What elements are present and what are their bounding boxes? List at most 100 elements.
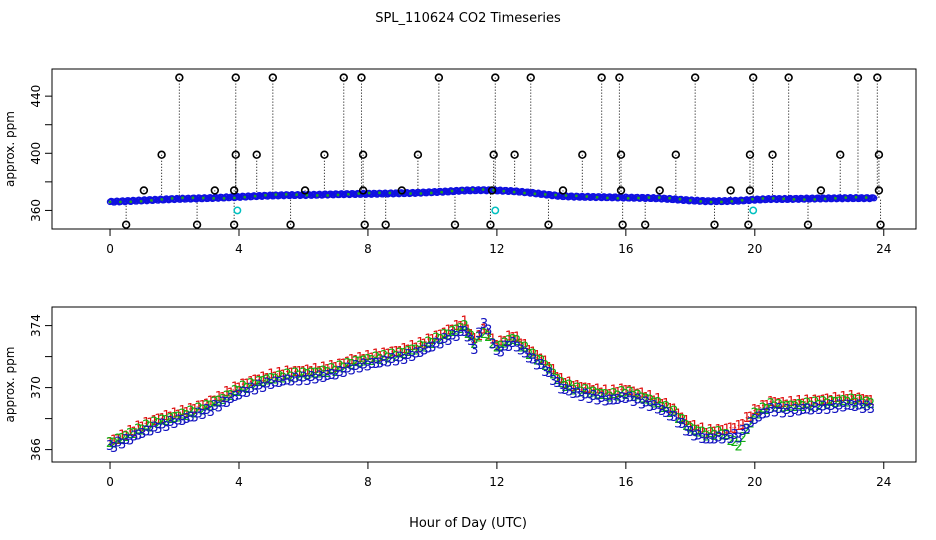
- series-marker-3: 3: [424, 341, 432, 356]
- series-marker-1: 1: [662, 397, 670, 412]
- series-marker-2: 2: [505, 334, 513, 349]
- data-point-black: [231, 73, 240, 82]
- series-marker-2: 2: [497, 339, 505, 354]
- series-marker-3: 3: [243, 386, 251, 401]
- series-marker-2: 2: [747, 417, 755, 432]
- x-tick-label: 20: [747, 242, 762, 256]
- x-tick-label: 12: [489, 475, 504, 489]
- series-marker-2: 2: [352, 355, 360, 370]
- series-marker-1: 1: [484, 328, 492, 343]
- series-marker-1: 1: [315, 365, 323, 380]
- series-marker-2: 2: [662, 400, 670, 415]
- series-marker-1: 1: [525, 344, 533, 359]
- series-marker-1: 1: [839, 390, 847, 405]
- data-point-green: [264, 193, 267, 197]
- data-point-green: [792, 197, 796, 201]
- series-marker-2: 2: [239, 380, 247, 395]
- series-marker-3: 3: [484, 323, 492, 338]
- series-marker-3: 3: [763, 407, 771, 422]
- series-marker-3: 3: [138, 427, 146, 442]
- series-marker-1: 1: [847, 389, 855, 404]
- x-tick-label: 16: [618, 475, 633, 489]
- series-marker-1: 1: [569, 380, 577, 395]
- series-marker-1: 1: [553, 371, 561, 386]
- series-marker-3: 3: [299, 370, 307, 385]
- data-point-green: [160, 197, 164, 201]
- data-point-green: [181, 196, 184, 200]
- series-marker-2: 2: [428, 337, 436, 352]
- series-marker-1: 1: [638, 387, 646, 402]
- series-marker-2: 2: [332, 365, 340, 380]
- data-point-black: [710, 220, 719, 229]
- series-marker-2: 2: [686, 421, 694, 436]
- series-marker-3: 3: [275, 376, 283, 391]
- series-marker-1: 1: [787, 395, 795, 410]
- series-marker-1: 1: [622, 384, 630, 399]
- series-marker-1: 1: [110, 433, 118, 448]
- series-marker-3: 3: [751, 413, 759, 428]
- series-marker-2: 2: [158, 413, 166, 428]
- series-marker-2: 2: [420, 340, 428, 355]
- series-marker-2: 2: [364, 353, 372, 368]
- series-marker-2: 2: [594, 387, 602, 402]
- series-marker-3: 3: [291, 372, 299, 387]
- series-marker-3: 3: [259, 381, 267, 396]
- series-marker-2: 2: [537, 354, 545, 369]
- series-marker-1: 1: [470, 332, 478, 347]
- series-marker-3: 3: [803, 403, 811, 418]
- data-point-black: [510, 150, 519, 159]
- series-marker-1: 1: [634, 387, 642, 402]
- series-marker-3: 3: [827, 399, 835, 414]
- series-marker-2: 2: [517, 341, 525, 356]
- data-point-green: [668, 196, 672, 200]
- series-marker-3: 3: [154, 422, 162, 437]
- data-point-black: [558, 186, 568, 195]
- series-marker-1: 1: [488, 332, 496, 347]
- data-point-black: [357, 73, 366, 82]
- series-marker-2: 2: [545, 363, 553, 378]
- series-marker-2: 2: [263, 373, 271, 388]
- y-tick-label: 360: [29, 199, 43, 222]
- series-marker-1: 1: [602, 384, 610, 399]
- series-marker-1: 1: [311, 362, 319, 377]
- series-marker-1: 1: [150, 414, 158, 429]
- series-marker-2: 2: [835, 395, 843, 410]
- series-marker-2: 2: [207, 399, 215, 414]
- series-marker-2: 2: [211, 396, 219, 411]
- series-marker-1: 1: [461, 315, 469, 330]
- data-point-cyan: [749, 206, 758, 215]
- series-marker-1: 1: [126, 424, 134, 439]
- series-marker-3: 3: [795, 404, 803, 419]
- x-tick-label: 24: [876, 242, 891, 256]
- data-point-green: [864, 196, 868, 199]
- series-marker-2: 2: [610, 387, 618, 402]
- series-marker-3: 3: [714, 431, 722, 446]
- series-marker-1: 1: [480, 322, 488, 337]
- series-marker-1: 1: [823, 393, 831, 408]
- series-marker-3: 3: [110, 441, 118, 456]
- series-marker-2: 2: [775, 398, 783, 413]
- series-marker-1: 1: [714, 423, 722, 438]
- series-marker-2: 2: [622, 388, 630, 403]
- series-marker-3: 3: [690, 430, 698, 445]
- series-marker-2: 2: [787, 400, 795, 415]
- series-marker-2: 2: [618, 385, 626, 400]
- series-marker-1: 1: [654, 392, 662, 407]
- series-marker-1: 1: [859, 393, 867, 408]
- series-marker-1: 1: [565, 375, 573, 390]
- series-marker-3: 3: [706, 432, 714, 447]
- series-marker-2: 2: [243, 382, 251, 397]
- series-marker-1: 1: [223, 385, 231, 400]
- series-marker-2: 2: [328, 362, 336, 377]
- data-point-green: [616, 196, 620, 200]
- data-point-black: [491, 73, 500, 82]
- series-marker-1: 1: [364, 349, 372, 364]
- y-tick-label: 370: [29, 376, 43, 399]
- series-marker-3: 3: [674, 417, 682, 432]
- series-marker-1: 1: [610, 384, 618, 399]
- series-marker-2: 2: [396, 346, 404, 361]
- series-marker-2: 2: [299, 366, 307, 381]
- series-marker-3: 3: [432, 337, 440, 352]
- series-marker-2: 2: [174, 411, 182, 426]
- series-marker-3: 3: [182, 412, 190, 427]
